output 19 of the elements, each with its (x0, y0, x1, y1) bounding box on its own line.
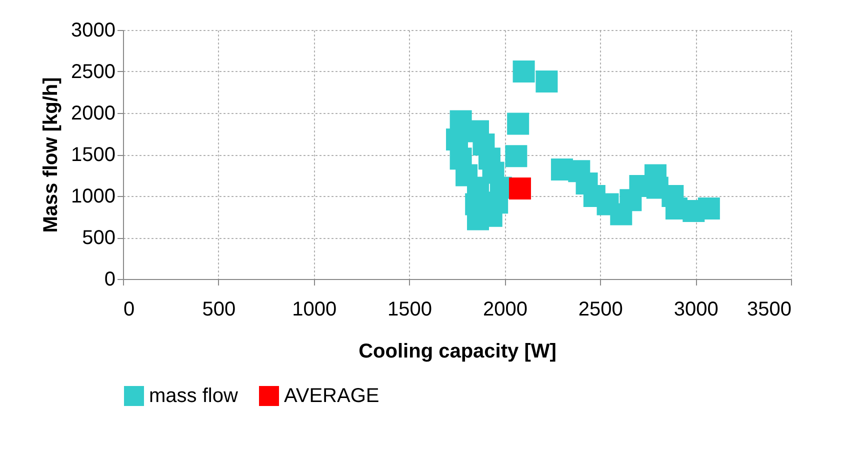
x-tick-label: 1000 (292, 298, 337, 320)
y-tick-label: 0 (104, 268, 116, 290)
y-tick-label: 1000 (71, 186, 116, 208)
legend-label: AVERAGE (284, 385, 380, 407)
x-tick-label: 2500 (578, 298, 623, 320)
x-tick-label: 3000 (674, 298, 718, 320)
y-tick-label: 2500 (71, 61, 116, 83)
y-axis-title: Mass flow [kg/h] (40, 77, 62, 233)
y-tick-label: 500 (82, 227, 116, 249)
x-tick-label: 500 (202, 298, 236, 320)
x-tick-label: 2000 (482, 298, 528, 320)
x-tick-label: 1500 (388, 298, 432, 320)
x-tick-label: 0 (124, 298, 135, 320)
x-tick-label: 3500 (747, 298, 792, 320)
x-axis-title: Cooling capacity [W] (358, 340, 556, 362)
y-tick-label: 1500 (71, 144, 116, 166)
y-tick-label: 2000 (71, 102, 116, 124)
legend-label: mass flow (149, 385, 238, 407)
y-tick-label: 3000 (71, 20, 116, 42)
